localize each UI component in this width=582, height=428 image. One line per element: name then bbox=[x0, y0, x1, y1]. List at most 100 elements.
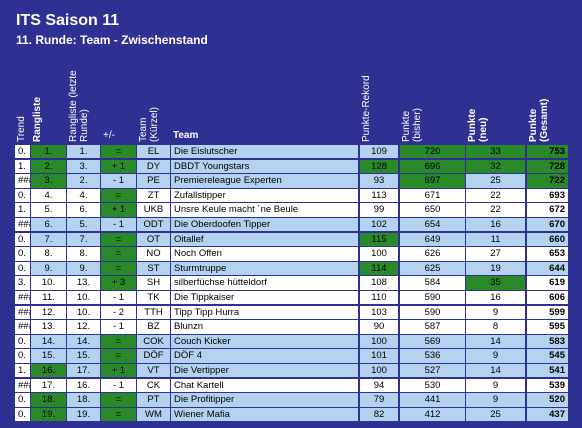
cell: 113 bbox=[360, 188, 398, 203]
cell: 99 bbox=[360, 203, 398, 217]
cell: = bbox=[101, 145, 136, 159]
cell: 110 bbox=[360, 291, 398, 305]
cell: 626 bbox=[400, 247, 465, 261]
cell: 6. bbox=[31, 218, 66, 232]
cell: 103 bbox=[360, 305, 398, 319]
cell: 3. bbox=[67, 159, 100, 173]
cell: 18. bbox=[31, 393, 66, 407]
cell: TTH bbox=[137, 305, 170, 319]
cell: 16. bbox=[31, 364, 66, 378]
cell: WM bbox=[137, 407, 170, 422]
team-name: Sturmtruppe bbox=[171, 261, 358, 276]
cell: 9 bbox=[466, 378, 525, 392]
team-name: Unsre Keule macht ´ne Beule bbox=[171, 203, 358, 217]
cell: OT bbox=[137, 232, 170, 246]
cell: 10. bbox=[67, 291, 100, 305]
cell: 16. bbox=[67, 378, 100, 392]
cell: 649 bbox=[400, 232, 465, 246]
cell: = bbox=[101, 247, 136, 261]
cell: COK bbox=[137, 334, 170, 349]
cell: 4. bbox=[31, 188, 66, 203]
cell: ### bbox=[15, 378, 30, 392]
cell: 720 bbox=[400, 145, 465, 159]
cell: ST bbox=[137, 261, 170, 276]
cell: 9 bbox=[466, 305, 525, 319]
team-name: Chat Kartell bbox=[171, 378, 358, 392]
cell: 606 bbox=[527, 291, 568, 305]
cell: 27 bbox=[466, 247, 525, 261]
cell: 100 bbox=[360, 364, 398, 378]
cell: 15. bbox=[31, 349, 66, 363]
column-header: Trend bbox=[16, 116, 27, 142]
cell: 94 bbox=[360, 378, 398, 392]
subtitle: 11. Runde: Team - Zwischenstand bbox=[16, 33, 208, 47]
team-name: Couch Kicker bbox=[171, 334, 358, 349]
cell: 9 bbox=[466, 349, 525, 363]
cell: 11. bbox=[31, 291, 66, 305]
cell: 10. bbox=[67, 305, 100, 319]
cell: 4. bbox=[67, 188, 100, 203]
cell: ODT bbox=[137, 218, 170, 232]
cell: 595 bbox=[527, 320, 568, 334]
cell: EL bbox=[137, 145, 170, 159]
cell: 12. bbox=[31, 305, 66, 319]
cell: 19. bbox=[67, 407, 100, 422]
cell: NO bbox=[137, 247, 170, 261]
cell: 114 bbox=[360, 261, 398, 276]
cell: 590 bbox=[400, 291, 465, 305]
cell: 93 bbox=[360, 174, 398, 188]
cell: ### bbox=[15, 291, 30, 305]
column-header: +/- bbox=[103, 130, 115, 141]
team-name: Die Tippkaiser bbox=[171, 291, 358, 305]
cell: 22 bbox=[466, 203, 525, 217]
cell: = bbox=[101, 393, 136, 407]
column-header: Rangliste bbox=[32, 96, 43, 142]
cell: 16 bbox=[466, 291, 525, 305]
cell: 527 bbox=[400, 364, 465, 378]
cell: 2. bbox=[31, 159, 66, 173]
cell: 0. bbox=[15, 393, 30, 407]
cell: 0. bbox=[15, 407, 30, 422]
cell: 671 bbox=[400, 188, 465, 203]
cell: 13. bbox=[31, 320, 66, 334]
cell: 0. bbox=[15, 145, 30, 159]
cell: BZ bbox=[137, 320, 170, 334]
cell: 625 bbox=[400, 261, 465, 276]
cell: 108 bbox=[360, 276, 398, 290]
cell: 619 bbox=[527, 276, 568, 290]
cell: 412 bbox=[400, 407, 465, 422]
cell: = bbox=[101, 407, 136, 422]
cell: 1. bbox=[67, 145, 100, 159]
cell: VT bbox=[137, 364, 170, 378]
cell: - 2 bbox=[101, 305, 136, 319]
cell: 660 bbox=[527, 232, 568, 246]
cell: ### bbox=[15, 305, 30, 319]
cell: + 1 bbox=[101, 203, 136, 217]
cell: 644 bbox=[527, 261, 568, 276]
cell: 109 bbox=[360, 145, 398, 159]
team-name: Die Profitipper bbox=[171, 393, 358, 407]
cell: 11 bbox=[466, 232, 525, 246]
cell: - 1 bbox=[101, 320, 136, 334]
cell: PT bbox=[137, 393, 170, 407]
cell: 9 bbox=[466, 393, 525, 407]
cell: + 3 bbox=[101, 276, 136, 290]
cell: 672 bbox=[527, 203, 568, 217]
cell: 14. bbox=[31, 334, 66, 349]
cell: 670 bbox=[527, 218, 568, 232]
cell: 441 bbox=[400, 393, 465, 407]
cell: 33 bbox=[466, 145, 525, 159]
cell: 536 bbox=[400, 349, 465, 363]
cell: 583 bbox=[527, 334, 568, 349]
team-name: Premiereleague Experten bbox=[171, 174, 358, 188]
column-header: Punkte (neu) bbox=[467, 108, 489, 142]
team-name: Tipp Tipp Hurra bbox=[171, 305, 358, 319]
cell: 5. bbox=[31, 203, 66, 217]
cell: 10. bbox=[31, 276, 66, 290]
cell: - 1 bbox=[101, 291, 136, 305]
cell: 79 bbox=[360, 393, 398, 407]
cell: = bbox=[101, 188, 136, 203]
cell: + 1 bbox=[101, 364, 136, 378]
cell: 17. bbox=[67, 364, 100, 378]
cell: 14 bbox=[466, 364, 525, 378]
